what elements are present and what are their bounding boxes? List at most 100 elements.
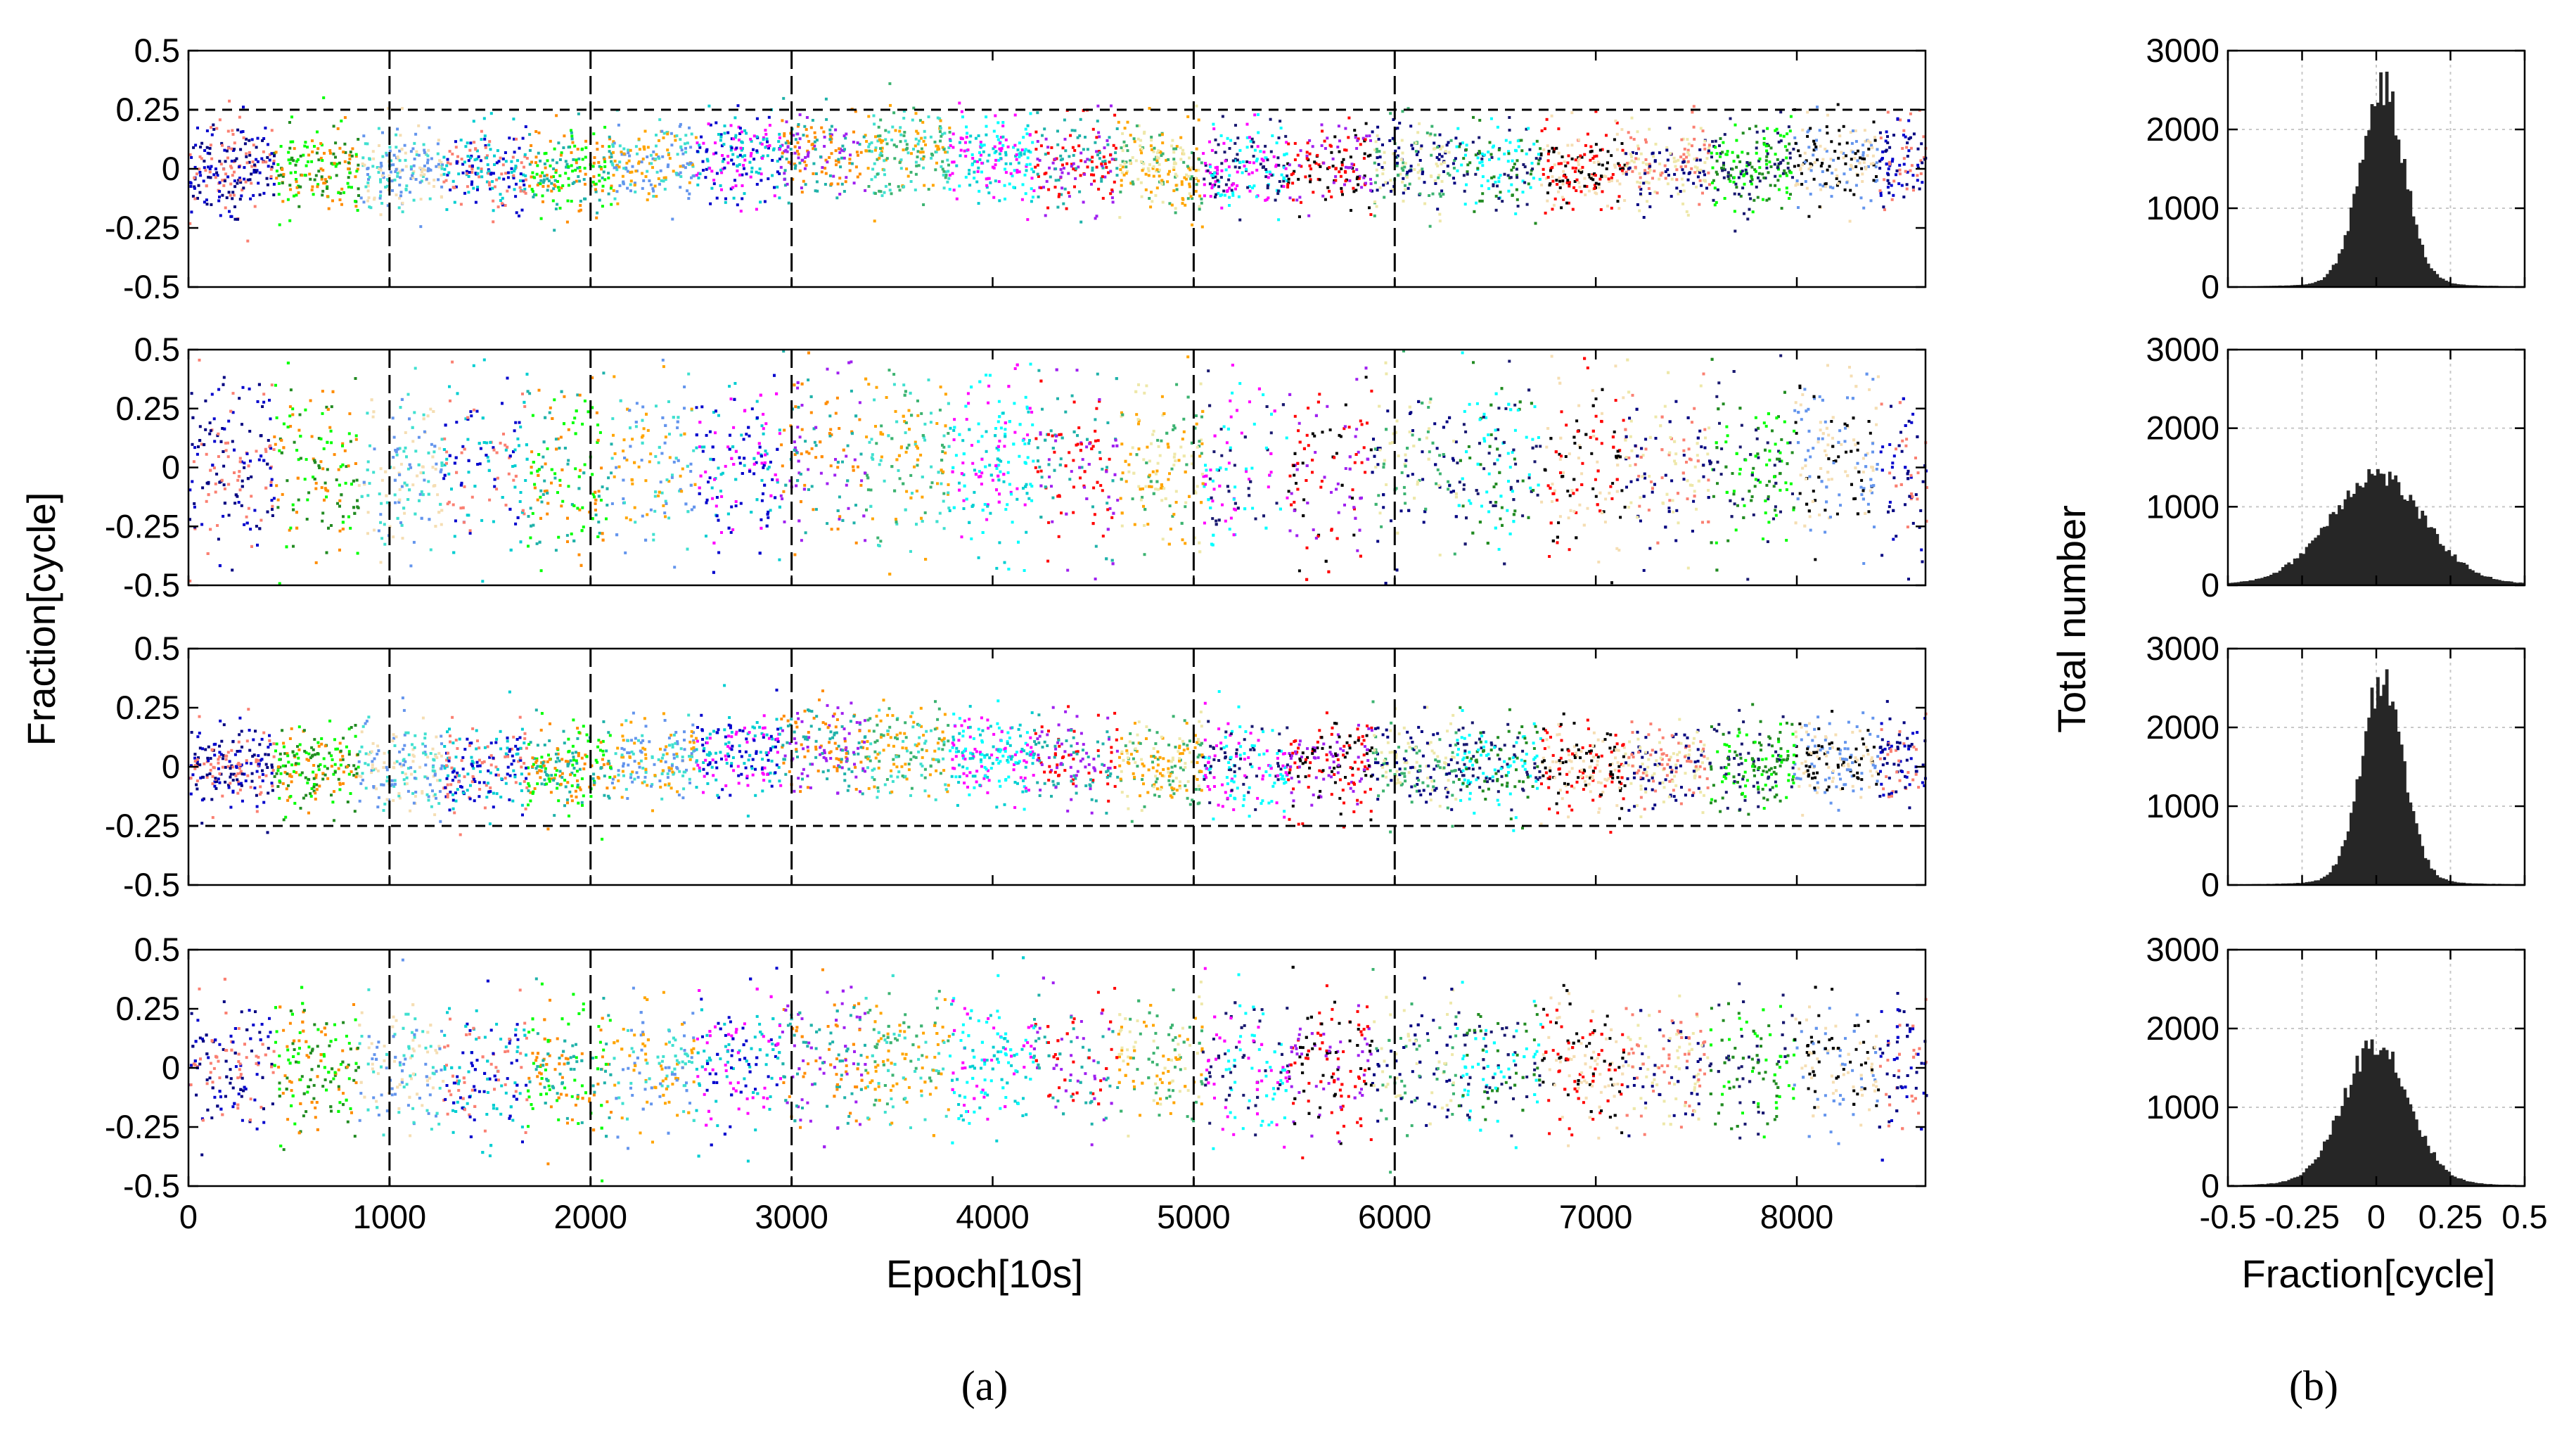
data-point bbox=[1758, 157, 1762, 160]
data-point bbox=[513, 188, 516, 191]
data-point bbox=[655, 195, 658, 198]
data-point bbox=[1856, 159, 1859, 163]
data-point bbox=[1108, 160, 1111, 164]
data-point bbox=[1399, 172, 1402, 176]
data-point bbox=[1376, 156, 1379, 160]
data-point bbox=[1070, 129, 1074, 132]
data-point bbox=[578, 179, 582, 183]
data-point bbox=[547, 179, 551, 183]
data-point bbox=[506, 189, 509, 193]
data-point bbox=[971, 461, 975, 465]
data-point bbox=[646, 198, 649, 202]
data-point bbox=[647, 192, 651, 196]
data-point bbox=[1843, 440, 1847, 443]
data-point bbox=[286, 198, 290, 201]
data-point bbox=[1373, 181, 1377, 184]
data-point bbox=[813, 140, 816, 144]
data-point bbox=[622, 167, 626, 170]
data-point bbox=[209, 176, 212, 179]
data-point bbox=[667, 153, 670, 157]
data-point bbox=[1719, 152, 1722, 155]
data-point bbox=[469, 156, 472, 160]
data-point bbox=[1079, 151, 1083, 155]
data-point bbox=[884, 184, 887, 188]
data-point bbox=[1026, 124, 1030, 127]
data-point bbox=[1013, 113, 1017, 117]
data-point bbox=[1686, 151, 1690, 154]
data-point bbox=[542, 181, 545, 184]
data-point bbox=[1364, 138, 1367, 141]
data-point bbox=[218, 160, 222, 163]
data-point bbox=[1794, 141, 1798, 145]
data-point bbox=[1216, 168, 1219, 172]
data-point bbox=[1867, 147, 1871, 151]
data-point bbox=[1152, 429, 1155, 433]
data-point bbox=[1861, 180, 1864, 183]
data-point bbox=[1204, 164, 1207, 167]
data-point bbox=[813, 131, 816, 134]
data-point bbox=[1023, 173, 1027, 177]
data-point bbox=[497, 177, 501, 180]
data-point bbox=[1537, 153, 1540, 156]
data-point bbox=[385, 184, 389, 188]
data-point bbox=[1566, 144, 1570, 147]
data-point bbox=[1539, 157, 1542, 160]
data-point bbox=[592, 175, 596, 179]
data-point bbox=[222, 514, 225, 518]
data-point bbox=[1916, 147, 1920, 151]
data-point bbox=[451, 179, 455, 183]
data-point bbox=[1786, 132, 1789, 136]
data-point bbox=[1861, 172, 1864, 176]
data-point bbox=[1321, 194, 1325, 198]
data-point bbox=[295, 180, 298, 184]
data-point bbox=[1795, 179, 1799, 182]
data-point bbox=[472, 120, 475, 123]
data-point bbox=[523, 190, 526, 193]
data-point bbox=[1516, 174, 1518, 177]
data-point bbox=[483, 137, 487, 141]
data-point bbox=[1174, 172, 1177, 176]
data-point bbox=[1746, 152, 1750, 155]
data-point bbox=[883, 168, 886, 172]
data-point bbox=[1743, 212, 1745, 215]
data-point bbox=[1120, 442, 1124, 446]
data-point bbox=[909, 180, 913, 183]
data-point bbox=[442, 180, 446, 184]
data-point bbox=[492, 220, 495, 224]
data-point bbox=[1708, 183, 1711, 186]
data-point bbox=[1304, 175, 1307, 179]
data-point bbox=[532, 196, 535, 198]
data-point bbox=[781, 119, 784, 122]
data-point bbox=[233, 205, 236, 208]
data-point bbox=[550, 175, 553, 179]
data-point bbox=[366, 142, 369, 146]
data-point bbox=[1132, 182, 1135, 186]
data-point bbox=[277, 193, 281, 196]
data-point bbox=[777, 140, 781, 144]
data-point bbox=[666, 165, 669, 168]
data-point bbox=[1610, 206, 1613, 210]
data-point bbox=[1767, 171, 1770, 174]
data-point bbox=[489, 148, 492, 151]
data-point bbox=[1682, 172, 1686, 174]
data-point bbox=[294, 170, 297, 174]
data-point bbox=[1764, 144, 1768, 148]
data-point bbox=[1527, 127, 1530, 130]
data-point bbox=[646, 146, 650, 149]
data-point bbox=[579, 170, 582, 173]
data-point bbox=[1020, 198, 1024, 201]
data-point bbox=[1781, 172, 1785, 175]
data-point bbox=[245, 155, 248, 158]
data-point bbox=[1593, 187, 1596, 190]
data-point bbox=[1570, 111, 1574, 115]
data-point bbox=[1787, 125, 1790, 129]
data-point bbox=[475, 409, 479, 413]
data-point bbox=[1732, 160, 1736, 163]
data-point bbox=[1754, 416, 1757, 419]
data-point bbox=[1890, 160, 1894, 163]
data-point bbox=[330, 405, 333, 409]
data-point bbox=[1701, 129, 1705, 133]
data-point bbox=[1920, 142, 1923, 146]
data-point bbox=[1465, 183, 1468, 186]
data-point bbox=[1282, 165, 1286, 168]
